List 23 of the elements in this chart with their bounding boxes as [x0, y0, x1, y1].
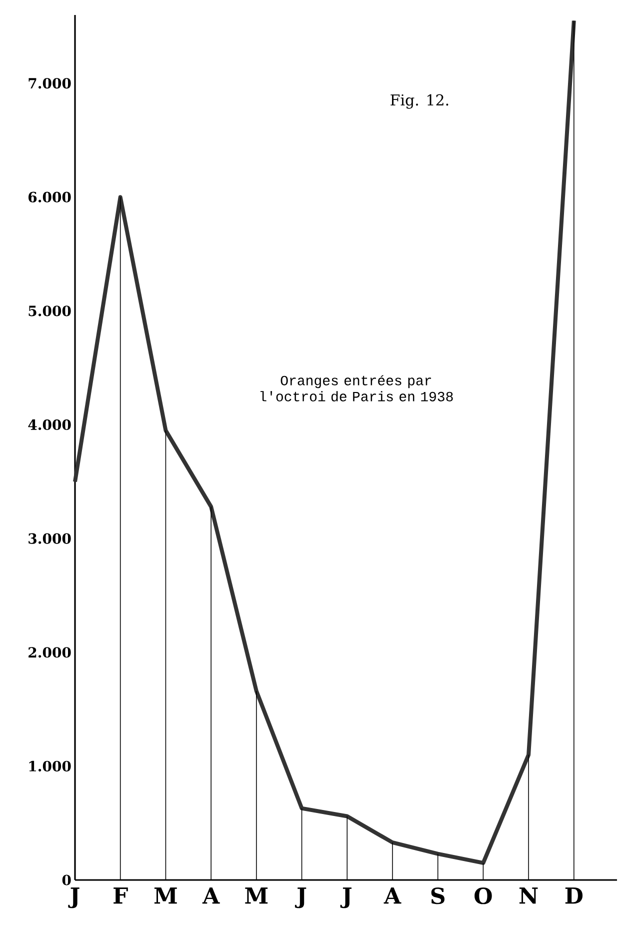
y-tick-label: 2.000	[28, 647, 71, 658]
x-tick-label: S	[431, 888, 444, 904]
x-tick-label: A	[202, 888, 220, 904]
x-tick-label: F	[114, 888, 128, 904]
x-tick-label: N	[519, 888, 538, 904]
x-tick-label: D	[565, 888, 583, 904]
y-tick-label: 3.000	[28, 533, 71, 544]
y-tick-label: 0	[62, 874, 71, 886]
x-tick-label: M	[245, 888, 268, 904]
text: Oranges entrées par l'octroi de Paris en 1938	[260, 375, 453, 402]
annotation: Fig. 12.	[390, 94, 448, 109]
y-tick-label: 6.000	[28, 192, 71, 202]
x-tick-label: J	[68, 888, 80, 908]
line-series	[73, 18, 576, 865]
x-tick-label: J	[340, 888, 352, 908]
x-tick-label: M	[154, 888, 177, 904]
x-tick-label: A	[384, 888, 402, 904]
y-tick-label: 4.000	[28, 419, 71, 430]
y-tick-label: 5.000	[28, 306, 71, 316]
y-tick-label: 1.000	[29, 760, 71, 772]
x-tick-label: O	[474, 888, 492, 904]
y-tick-label: 7.000	[28, 78, 71, 89]
x-tick-label: J	[294, 888, 306, 908]
